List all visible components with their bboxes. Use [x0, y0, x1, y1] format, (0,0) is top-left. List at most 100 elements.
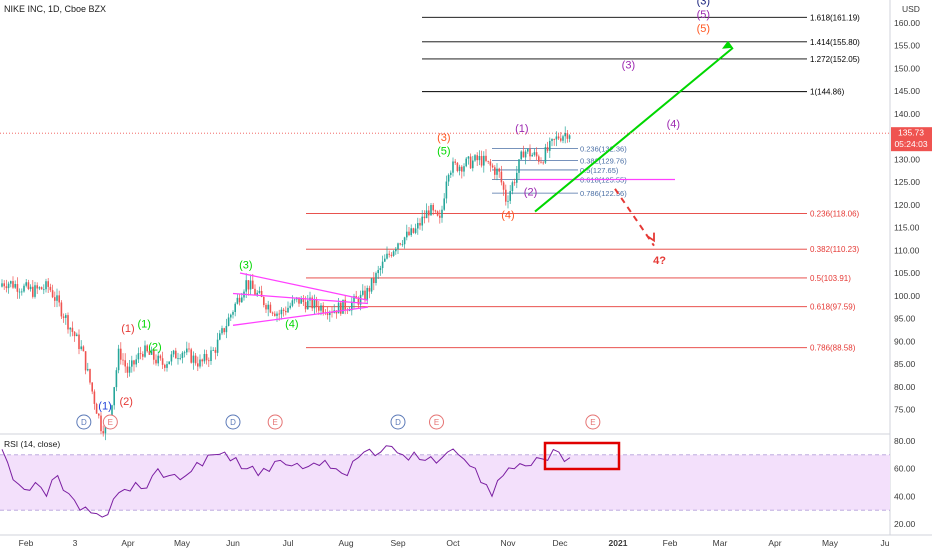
price-tick-label: 75.00: [894, 405, 916, 415]
candle-body: [113, 387, 115, 406]
time-tick-label: Aug: [338, 538, 353, 548]
rsi-tick-label: 40.00: [894, 491, 916, 501]
candle-body: [491, 165, 494, 168]
candle-body: [348, 310, 351, 312]
rsi-highlight-box: [543, 441, 621, 471]
candle-body: [14, 284, 16, 288]
candle-body: [7, 283, 10, 289]
candle-body: [280, 309, 283, 315]
fib-level-label: 0.236(118.06): [810, 210, 860, 219]
time-tick-label: Nov: [500, 538, 516, 548]
candle-body: [238, 297, 241, 303]
projection-arrow-head: [722, 40, 733, 49]
candle-body: [3, 283, 5, 287]
candle-body: [274, 313, 276, 316]
candle-body: [434, 210, 437, 212]
price-tick-label: 130.00: [894, 154, 920, 164]
candle-body: [241, 297, 243, 303]
candle-body: [93, 391, 96, 404]
candle-body: [170, 354, 173, 362]
candle-body: [80, 346, 82, 350]
candle-body: [252, 280, 254, 289]
dividend-marker[interactable]: [76, 414, 92, 430]
candle-body: [340, 302, 342, 314]
candle-body: [76, 334, 78, 337]
candle-body: [36, 285, 38, 289]
candle-body: [487, 160, 489, 162]
dividend-marker[interactable]: [390, 414, 406, 430]
candle-body: [60, 302, 63, 317]
candle-body: [47, 281, 49, 287]
candle-body: [564, 132, 566, 137]
fib-level-label: 0.786(88.58): [810, 344, 856, 353]
rsi-tick-label: 80.00: [894, 436, 916, 446]
candle-body: [45, 281, 47, 290]
time-tick-label: Apr: [768, 538, 781, 548]
candle-body: [397, 243, 399, 249]
candle-body: [203, 353, 206, 362]
candle-body: [344, 299, 346, 310]
candle-body: [474, 155, 476, 161]
candle-body: [480, 155, 483, 166]
candle-body: [150, 350, 153, 355]
candle-body: [441, 209, 443, 218]
rsi-tick-label: 60.00: [894, 464, 916, 474]
candle-body: [313, 299, 316, 309]
candle-body: [289, 305, 291, 308]
candle-body: [269, 304, 272, 313]
earnings-marker[interactable]: [585, 414, 601, 430]
earnings-marker[interactable]: [102, 414, 118, 430]
price-tick-label: 155.00: [894, 41, 920, 51]
time-tick-label: May: [822, 538, 839, 548]
candle-body: [507, 200, 509, 202]
candle-body: [1, 283, 3, 287]
candle-body: [175, 350, 177, 359]
candle-body: [381, 261, 384, 269]
candle-body: [245, 280, 247, 292]
candle-body: [529, 148, 531, 157]
candle-body: [181, 352, 184, 359]
candle-body: [225, 325, 228, 333]
wave-label: (2): [148, 341, 161, 353]
candle-body: [256, 292, 258, 295]
candle-body: [219, 333, 221, 340]
candle-body: [351, 302, 353, 311]
time-tick-label: Mar: [713, 538, 728, 548]
dividend-marker[interactable]: [225, 414, 241, 430]
candle-body: [509, 191, 511, 201]
fib-level-label: 1.272(152.05): [810, 55, 860, 64]
candle-body: [166, 364, 168, 368]
candle-body: [267, 304, 269, 310]
candle-body: [285, 310, 287, 313]
small-fib-label: 0.382(129.76): [580, 156, 627, 165]
candle-body: [16, 284, 19, 292]
time-tick-label: Feb: [19, 538, 34, 548]
candle-body: [276, 313, 278, 316]
candle-body: [210, 350, 212, 362]
candle-body: [87, 369, 89, 371]
candle-body: [392, 251, 395, 256]
rsi-pane: 80.00 60.00 40.00 20.00: [0, 436, 916, 529]
candle-body: [82, 346, 85, 352]
candle-body: [34, 285, 36, 297]
small-fib-label: 0.236(132.36): [580, 145, 627, 154]
candle-body: [146, 345, 148, 352]
candle-body: [544, 147, 547, 163]
time-tick-label: 2021: [609, 538, 628, 548]
candle-body: [27, 282, 30, 290]
price-tick-label: 120.00: [894, 200, 920, 210]
earnings-marker[interactable]: [267, 414, 283, 430]
candle-body: [388, 253, 390, 255]
candle-body: [159, 355, 162, 359]
fib-extension: 1.618(161.19) 1.414(155.80) 1.272(152.05) 1…: [306, 13, 860, 353]
candle-body: [298, 297, 300, 304]
time-tick-label: Apr: [121, 538, 134, 548]
candle-body: [43, 289, 45, 291]
candle-body: [410, 228, 412, 236]
candle-body: [353, 296, 355, 303]
candle-body: [553, 139, 555, 140]
candle-body: [496, 168, 498, 175]
candle-body: [533, 152, 536, 155]
earnings-marker[interactable]: [429, 414, 444, 430]
